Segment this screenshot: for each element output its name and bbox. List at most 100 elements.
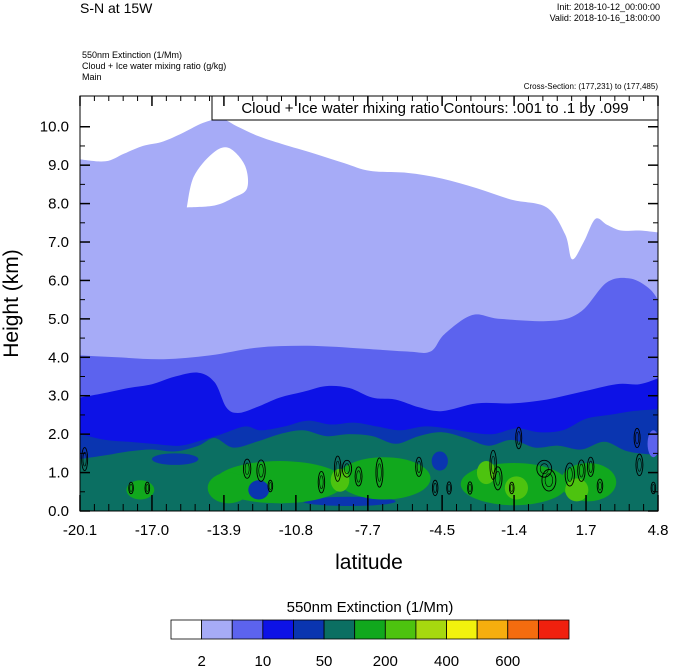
mixing-ratio-contour: [375, 457, 384, 488]
mixing-ratio-contour: [635, 431, 640, 445]
extinction-patch-600+: [126, 480, 155, 500]
x-tick-label: -17.0: [135, 522, 169, 539]
colorbar-swatch: [354, 619, 386, 640]
colorbar-label: 600: [495, 653, 520, 668]
mixing-ratio-contour: [579, 463, 584, 478]
x-tick-label: -7.7: [355, 522, 381, 539]
extinction-patch-600+: [207, 472, 250, 504]
extinction-patch-600+: [504, 476, 529, 500]
y-tick-label: 10.0: [40, 119, 69, 136]
colorbar-label: 10: [255, 653, 272, 668]
mixing-ratio-contour: [81, 447, 89, 472]
x-axis-label: latitude: [335, 551, 403, 574]
x-tick-label: -10.8: [279, 522, 313, 539]
colorbar-swatch: [293, 619, 325, 640]
x-tick-label: -4.5: [429, 522, 455, 539]
y-tick-label: 5.0: [48, 311, 69, 328]
mixing-ratio-contour: [267, 479, 274, 493]
mixing-ratio-contour: [564, 462, 575, 487]
mixing-ratio-contour: [319, 475, 324, 489]
cross-section-label: Cross-Section: (177,231) to (177,485): [523, 82, 658, 91]
colorbar-swatch: [415, 619, 447, 640]
mixing-ratio-contour: [633, 427, 641, 449]
mixing-ratio-contour: [128, 481, 134, 495]
mixing-ratio-contour: [317, 470, 326, 494]
extinction-patch-600+: [330, 468, 350, 492]
mixing-ratio-contour: [508, 481, 515, 495]
colorbar-swatch: [384, 619, 417, 640]
mixing-ratio-contour: [335, 460, 340, 477]
extinction-patch-200-400: [431, 451, 448, 471]
mixing-ratio-contour: [536, 459, 553, 478]
colorbar-label: 50: [316, 653, 333, 668]
y-tick-label: 8.0: [48, 196, 69, 213]
mixing-ratio-contour: [377, 463, 382, 482]
colorbar-label: 2: [197, 653, 205, 668]
mixing-ratio-contour: [433, 483, 437, 493]
clear-air-pocket: [186, 147, 249, 208]
chart-title: S-N at 15W: [80, 0, 153, 16]
y-tick-label: 9.0: [48, 157, 69, 174]
mixing-ratio-contour: [268, 482, 272, 490]
mixing-ratio-contour: [354, 466, 363, 487]
mixing-ratio-contour: [344, 463, 350, 475]
y-tick-label: 4.0: [48, 349, 69, 366]
colorbar-swatch: [537, 619, 570, 640]
field-label-mixing-ratio: Cloud + Ice water mixing ratio (g/kg): [82, 61, 227, 71]
extinction-patch-200-400: [151, 453, 199, 465]
y-axis-label: Height (km): [0, 249, 23, 358]
mixing-ratio-contour: [468, 483, 472, 492]
extinction-patch-600+: [565, 478, 589, 502]
extinction-patch-600+: [337, 457, 431, 500]
mixing-ratio-contour: [566, 467, 573, 482]
x-tick-label: -1.4: [501, 522, 527, 539]
colorbar-swatch: [507, 619, 539, 640]
x-tick-label: 4.8: [648, 522, 669, 539]
mixing-ratio-contour: [431, 479, 439, 497]
contour-info-label: Cloud + Ice water mixing ratio Contours:…: [241, 100, 628, 117]
mixing-ratio-contour: [495, 471, 501, 486]
mixing-ratio-contour: [650, 481, 657, 495]
extinction-patch-200-400: [302, 496, 396, 507]
mixing-ratio-contour: [446, 481, 452, 495]
mixing-ratio-contour: [258, 463, 264, 478]
mixing-ratio-contour: [588, 460, 593, 473]
init-time: Init: 2018-10-12_00:00:00: [556, 2, 660, 12]
extinction-patch-10-50: [647, 430, 658, 458]
mixing-ratio-contour: [539, 463, 549, 475]
y-tick-label: 2.0: [48, 426, 69, 443]
mixing-ratio-contour: [598, 481, 602, 491]
x-tick-label: -13.9: [207, 522, 241, 539]
x-tick-label: 1.7: [576, 522, 597, 539]
y-tick-label: 1.0: [48, 465, 69, 482]
mixing-ratio-contour: [515, 426, 523, 450]
y-tick-label: 7.0: [48, 234, 69, 251]
mixing-ratio-contour: [510, 484, 514, 492]
mixing-ratio-contour: [637, 458, 642, 472]
extinction-patch-200-400: [248, 480, 270, 500]
y-tick-label: 0.0: [48, 503, 69, 520]
mixing-ratio-contour: [82, 451, 87, 467]
mixing-ratio-contour: [333, 455, 342, 482]
mixing-ratio-contour: [244, 462, 250, 475]
mixing-ratio-contour: [415, 456, 423, 477]
mixing-ratio-contour: [493, 466, 503, 491]
field-label-extinction: 550nm Extinction (1/Mm): [82, 50, 183, 60]
colorbar-swatch: [446, 619, 478, 640]
colorbar-title: 550nm Extinction (1/Mm): [287, 599, 454, 616]
contour-info-box: [211, 95, 659, 121]
mixing-ratio-contour: [145, 484, 149, 492]
plot-area: [80, 96, 658, 511]
mixing-ratio-contour: [356, 470, 361, 483]
mixing-ratio-contour: [129, 484, 133, 492]
mixing-ratio-contour: [256, 459, 266, 482]
colorbar-label: 400: [434, 653, 459, 668]
extinction-patch-600+: [476, 461, 496, 485]
x-tick-label: -20.1: [63, 522, 97, 539]
mixing-ratio-contour: [491, 455, 496, 474]
colorbar-swatch: [323, 619, 356, 640]
mixing-ratio-contour: [416, 460, 421, 473]
colorbar-label: 200: [373, 653, 398, 668]
colorbar-swatch: [170, 619, 203, 640]
